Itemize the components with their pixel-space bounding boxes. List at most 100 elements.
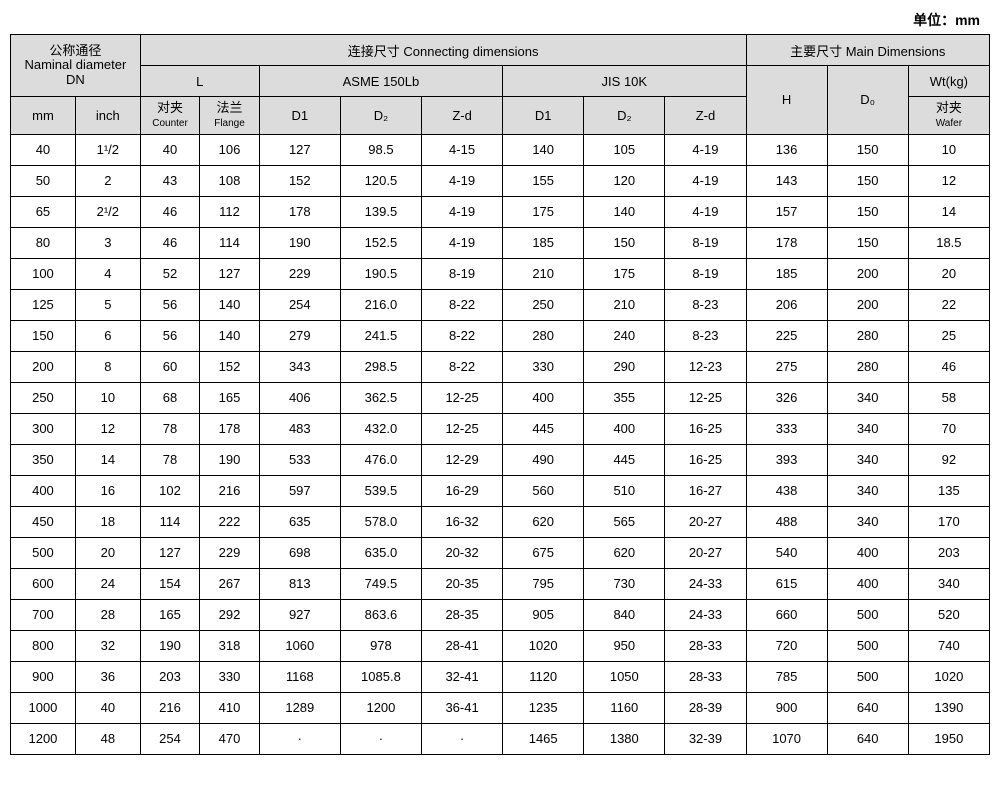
cell-j_zd: 28-39 [665, 692, 746, 723]
cell-j_d1: 1120 [503, 661, 584, 692]
cell-a_d2: 362.5 [340, 382, 421, 413]
cell-inch: 24 [75, 568, 140, 599]
cell-mm: 65 [11, 196, 76, 227]
table-row: 40016102216597539.516-2956051016-2743834… [11, 475, 990, 506]
cell-wt: 20 [908, 258, 989, 289]
cell-counter: 68 [140, 382, 199, 413]
dimensions-table: 公称通径 Naminal diameter DN 连接尺寸 Connecting… [10, 34, 990, 755]
cell-inch: 48 [75, 723, 140, 754]
cell-counter: 254 [140, 723, 199, 754]
cell-inch: 20 [75, 537, 140, 568]
cell-flange: 410 [200, 692, 259, 723]
header-asme-d2: D₂ [340, 97, 421, 135]
cell-flange: 140 [200, 320, 259, 351]
cell-inch: 18 [75, 506, 140, 537]
cell-counter: 46 [140, 227, 199, 258]
table-row: 2501068165406362.512-2540035512-25326340… [11, 382, 990, 413]
cell-a_d2: 120.5 [340, 165, 421, 196]
table-row: 1000402164101289120036-411235116028-3990… [11, 692, 990, 723]
cell-counter: 216 [140, 692, 199, 723]
cell-j_d2: 175 [584, 258, 665, 289]
cell-a_d1: · [259, 723, 340, 754]
header-asme-d1: D1 [259, 97, 340, 135]
cell-mm: 125 [11, 289, 76, 320]
cell-h: 540 [746, 537, 827, 568]
header-flange: 法兰 Flange [200, 97, 259, 135]
cell-a_d1: 698 [259, 537, 340, 568]
cell-j_d2: 1380 [584, 723, 665, 754]
cell-counter: 102 [140, 475, 199, 506]
cell-flange: 114 [200, 227, 259, 258]
cell-a_d1: 927 [259, 599, 340, 630]
cell-counter: 165 [140, 599, 199, 630]
cell-counter: 154 [140, 568, 199, 599]
cell-j_zd: 4-19 [665, 134, 746, 165]
cell-a_zd: 20-32 [422, 537, 503, 568]
cell-d0: 150 [827, 227, 908, 258]
cell-d0: 640 [827, 723, 908, 754]
cell-mm: 900 [11, 661, 76, 692]
cell-a_zd: 12-25 [422, 413, 503, 444]
table-row: 45018114222635578.016-3262056520-2748834… [11, 506, 990, 537]
cell-counter: 40 [140, 134, 199, 165]
header-asme-zd: Z-d [422, 97, 503, 135]
cell-a_zd: 8-19 [422, 258, 503, 289]
cell-counter: 114 [140, 506, 199, 537]
cell-inch: 8 [75, 351, 140, 382]
cell-a_zd: 12-25 [422, 382, 503, 413]
cell-flange: 165 [200, 382, 259, 413]
cell-flange: 112 [200, 196, 259, 227]
cell-j_d1: 400 [503, 382, 584, 413]
header-jis: JIS 10K [503, 66, 746, 97]
cell-mm: 40 [11, 134, 76, 165]
cell-flange: 330 [200, 661, 259, 692]
cell-a_d2: · [340, 723, 421, 754]
cell-j_zd: 24-33 [665, 599, 746, 630]
cell-j_zd: 16-27 [665, 475, 746, 506]
cell-inch: 32 [75, 630, 140, 661]
cell-wt: 340 [908, 568, 989, 599]
cell-wt: 58 [908, 382, 989, 413]
header-connecting: 连接尺寸 Connecting dimensions [140, 35, 746, 66]
cell-wt: 10 [908, 134, 989, 165]
cell-j_d1: 185 [503, 227, 584, 258]
cell-counter: 60 [140, 351, 199, 382]
cell-wt: 25 [908, 320, 989, 351]
cell-mm: 50 [11, 165, 76, 196]
cell-j_d2: 730 [584, 568, 665, 599]
cell-a_zd: · [422, 723, 503, 754]
cell-a_d1: 813 [259, 568, 340, 599]
cell-d0: 500 [827, 630, 908, 661]
cell-flange: 229 [200, 537, 259, 568]
cell-a_d1: 178 [259, 196, 340, 227]
cell-wt: 22 [908, 289, 989, 320]
cell-counter: 78 [140, 444, 199, 475]
cell-a_zd: 20-35 [422, 568, 503, 599]
cell-flange: 318 [200, 630, 259, 661]
cell-inch: 3 [75, 227, 140, 258]
header-inch: inch [75, 97, 140, 135]
cell-flange: 292 [200, 599, 259, 630]
cell-h: 615 [746, 568, 827, 599]
cell-inch: 5 [75, 289, 140, 320]
cell-d0: 280 [827, 351, 908, 382]
cell-a_d1: 152 [259, 165, 340, 196]
cell-mm: 1000 [11, 692, 76, 723]
cell-j_d1: 330 [503, 351, 584, 382]
cell-d0: 400 [827, 537, 908, 568]
cell-h: 785 [746, 661, 827, 692]
table-row: 80346114190152.54-191851508-1917815018.5 [11, 227, 990, 258]
cell-a_d1: 254 [259, 289, 340, 320]
cell-flange: 140 [200, 289, 259, 320]
cell-h: 206 [746, 289, 827, 320]
cell-a_zd: 4-19 [422, 196, 503, 227]
cell-inch: 10 [75, 382, 140, 413]
cell-a_zd: 32-41 [422, 661, 503, 692]
cell-a_zd: 12-29 [422, 444, 503, 475]
cell-mm: 500 [11, 537, 76, 568]
cell-j_d2: 210 [584, 289, 665, 320]
cell-mm: 450 [11, 506, 76, 537]
cell-d0: 340 [827, 506, 908, 537]
cell-flange: 152 [200, 351, 259, 382]
cell-counter: 46 [140, 196, 199, 227]
